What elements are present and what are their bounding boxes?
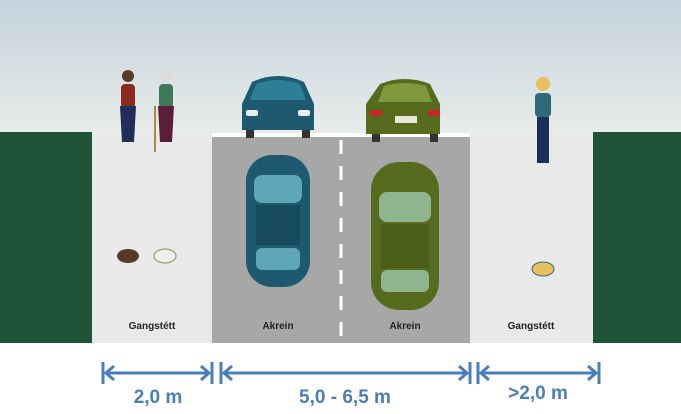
car-top-olive bbox=[371, 162, 439, 310]
zone-label: Akrein bbox=[262, 321, 293, 332]
green-right bbox=[593, 132, 681, 343]
zone-label: Akrein bbox=[389, 321, 420, 332]
dimension-label: >2,0 m bbox=[508, 383, 568, 404]
sidewalk-right bbox=[470, 132, 593, 343]
pedestrian-right bbox=[531, 77, 555, 277]
zone-label: Gangstétt bbox=[508, 321, 555, 332]
dimension-label: 5,0 - 6,5 m bbox=[299, 387, 391, 408]
green-left bbox=[0, 132, 92, 343]
car-top-teal bbox=[246, 155, 310, 287]
sky bbox=[0, 0, 681, 133]
car-front-teal bbox=[242, 76, 314, 138]
dimension-label: 2,0 m bbox=[134, 387, 183, 408]
dimension-arrows bbox=[101, 362, 601, 384]
pedestrians-left bbox=[117, 70, 177, 264]
sidewalk-left bbox=[92, 132, 212, 343]
car-rear-olive bbox=[366, 79, 440, 142]
zone-label: Gangstétt bbox=[129, 321, 176, 332]
